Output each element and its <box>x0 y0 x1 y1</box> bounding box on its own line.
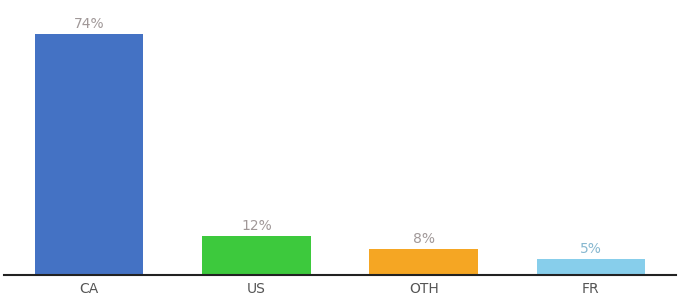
Bar <box>537 259 645 275</box>
Text: 12%: 12% <box>241 219 272 233</box>
Bar <box>202 236 311 275</box>
Bar <box>369 249 478 275</box>
Text: 5%: 5% <box>580 242 602 256</box>
Text: 8%: 8% <box>413 232 435 246</box>
Bar <box>35 34 143 275</box>
Text: 74%: 74% <box>73 17 104 31</box>
